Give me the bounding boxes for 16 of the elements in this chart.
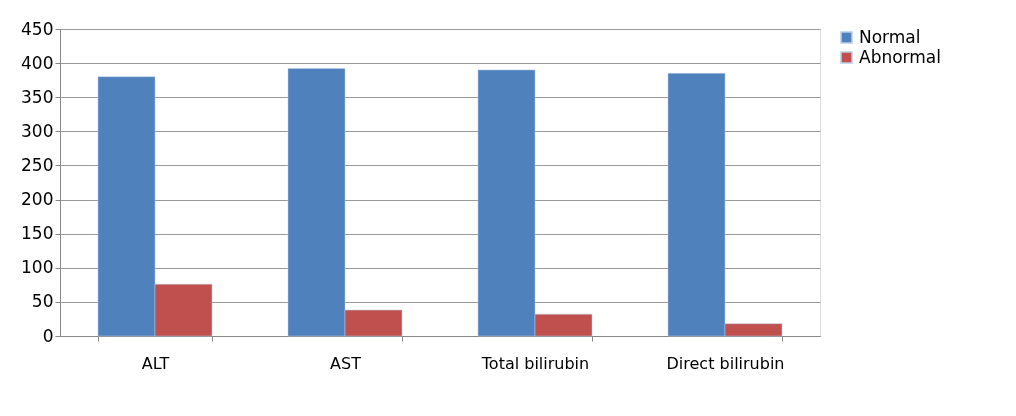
x-tick-label: Total bilirubin [480,353,590,373]
y-tick-label: 250 [21,154,54,175]
y-tick-label: 450 [21,18,54,39]
y-tick-label: 150 [21,223,54,244]
x-tick-label: Direct bilirubin [666,353,785,373]
x-tick-label: AST [330,353,362,373]
y-tick-label: 50 [31,291,54,312]
y-tick-label: 350 [21,86,54,107]
y-tick-label: 200 [21,189,54,210]
legend-label: Normal [859,26,921,47]
x-tick-label: ALT [141,353,170,373]
y-tick-label: 400 [21,52,54,73]
y-tick-label: 300 [21,120,54,141]
y-tick-label: 100 [21,257,54,278]
y-tick-label: 0 [42,325,54,346]
legend-label: Abnormal [859,46,941,67]
